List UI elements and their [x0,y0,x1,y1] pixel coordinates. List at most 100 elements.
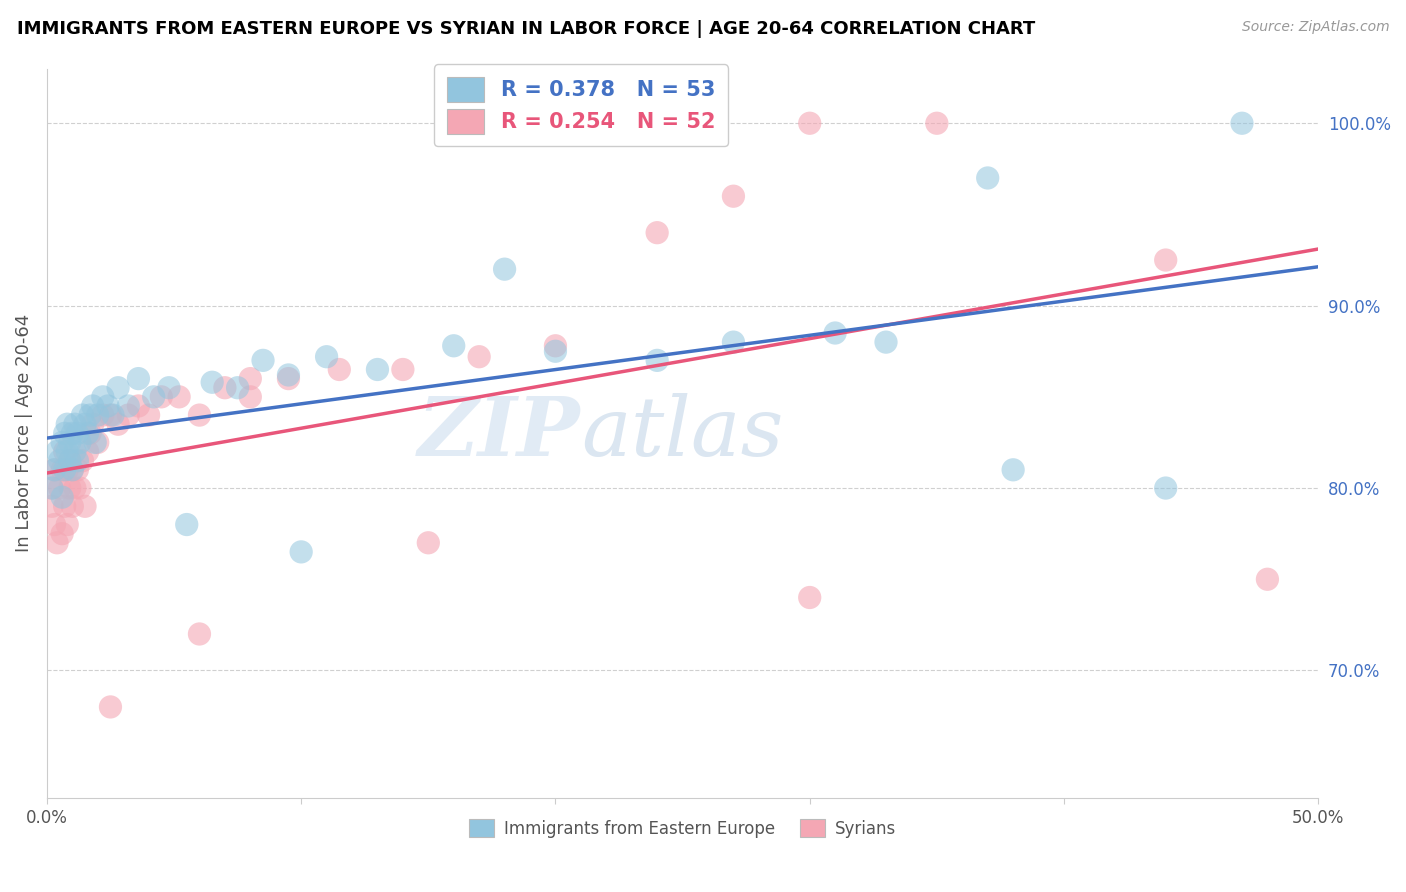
Point [91,408,114,422]
Point [59,481,82,495]
Point [63,444,86,458]
Point [56,417,79,432]
Point [1230,116,1253,130]
Point [127,399,149,413]
Point [51,463,73,477]
Point [214,381,236,395]
Y-axis label: In Labor Force | Age 20-64: In Labor Force | Age 20-64 [15,314,32,552]
Point [366,362,388,376]
Point [239,371,262,385]
Point [41,481,63,495]
Point [59,435,82,450]
Point [73,417,96,432]
Point [925,116,948,130]
Point [76,444,98,458]
Point [72,453,94,467]
Point [56,517,79,532]
Point [252,353,274,368]
Point [84,435,107,450]
Point [645,226,668,240]
Point [73,500,96,514]
Point [44,463,66,477]
Point [277,371,299,385]
Point [176,517,198,532]
Point [76,426,98,441]
Point [66,463,89,477]
Point [142,390,165,404]
Point [41,481,63,495]
Point [544,339,567,353]
Point [63,481,86,495]
Point [51,490,73,504]
Point [494,262,516,277]
Text: atlas: atlas [581,393,783,474]
Point [60,463,83,477]
Point [117,408,139,422]
Point [328,362,350,376]
Point [1154,481,1177,495]
Point [443,339,465,353]
Point [53,444,76,458]
Point [277,368,299,382]
Point [157,381,180,395]
Point [63,417,86,432]
Point [100,700,122,714]
Point [1256,572,1278,586]
Point [79,426,101,441]
Point [48,481,70,495]
Point [645,353,668,368]
Point [60,500,83,514]
Point [87,435,110,450]
Point [117,399,139,413]
Point [723,335,745,350]
Text: IMMIGRANTS FROM EASTERN EUROPE VS SYRIAN IN LABOR FORCE | AGE 20-64 CORRELATION : IMMIGRANTS FROM EASTERN EUROPE VS SYRIAN… [17,20,1035,37]
Point [239,390,262,404]
Point [544,344,567,359]
Point [60,463,83,477]
Point [226,381,249,395]
Text: Source: ZipAtlas.com: Source: ZipAtlas.com [1241,20,1389,34]
Point [53,463,76,477]
Point [48,453,70,467]
Point [290,545,312,559]
Point [138,408,160,422]
Point [44,463,66,477]
Point [87,408,110,422]
Point [69,435,91,450]
Point [150,390,173,404]
Point [392,362,415,376]
Point [72,408,94,422]
Point [101,408,124,422]
Point [46,535,69,549]
Point [188,627,211,641]
Point [66,426,89,441]
Point [468,350,491,364]
Text: ZIP: ZIP [418,393,581,474]
Point [723,189,745,203]
Point [107,417,129,432]
Point [60,426,83,441]
Point [824,326,846,340]
Point [315,350,337,364]
Point [875,335,897,350]
Point [82,417,104,432]
Point [53,500,76,514]
Point [188,408,211,422]
Point [107,381,129,395]
Point [167,390,190,404]
Point [69,481,91,495]
Point [418,535,440,549]
Point [59,453,82,467]
Point [97,399,120,413]
Point [41,500,63,514]
Point [59,453,82,467]
Point [1002,463,1025,477]
Point [51,435,73,450]
Point [977,171,1000,186]
Point [1154,253,1177,268]
Point [799,591,821,605]
Point [51,526,73,541]
Point [53,426,76,441]
Point [66,453,89,467]
Point [91,390,114,404]
